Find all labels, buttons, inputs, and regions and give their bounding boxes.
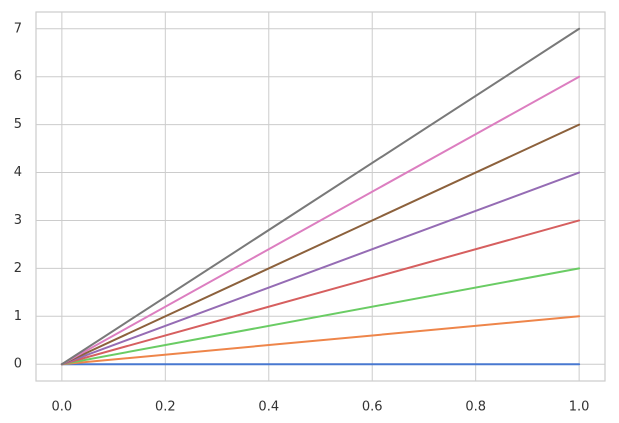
y-tick-label: 4 [14,165,22,180]
line [60,27,581,366]
line [60,315,581,366]
y-tick-label: 5 [14,117,22,132]
y-tick-label: 0 [14,357,22,372]
x-tick-label: 0.8 [465,400,486,415]
x-tick-label: 0.4 [258,400,279,415]
x-tick-label: 1.0 [569,400,590,415]
y-tick-label: 6 [14,69,22,84]
line [60,267,581,366]
line [60,75,581,366]
line [60,123,581,366]
line [60,171,581,366]
y-tick-label: 7 [14,21,22,36]
x-tick-label: 0.0 [52,400,73,415]
x-tick-label: 0.2 [155,400,176,415]
y-tick-label: 3 [14,213,22,228]
y-tick-label: 1 [14,309,22,324]
x-tick-label: 0.6 [362,400,383,415]
y-tick-label: 2 [14,261,22,276]
line [60,219,581,366]
